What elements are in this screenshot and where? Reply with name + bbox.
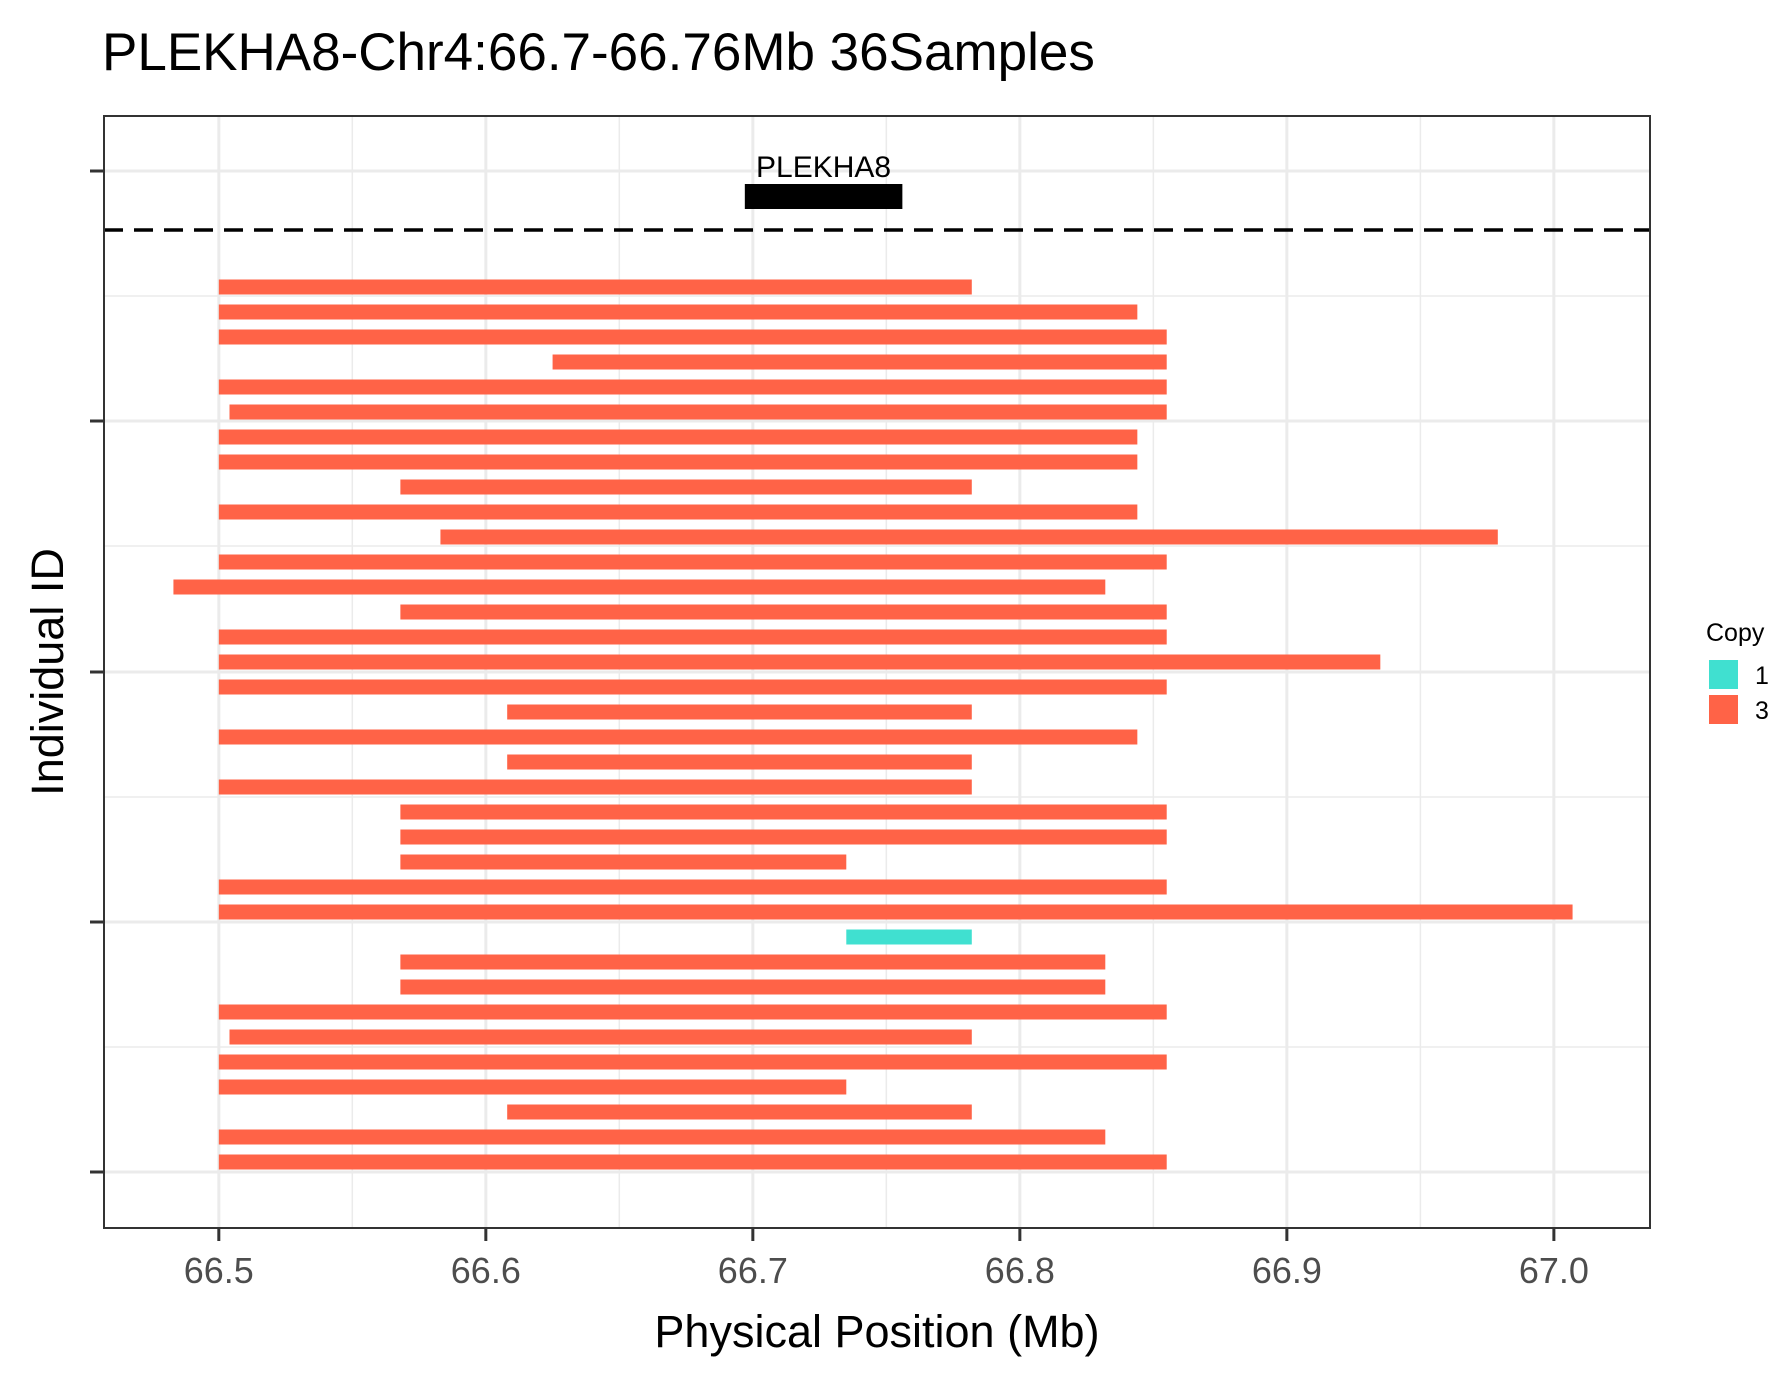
cnv-segment-bar [218,279,972,295]
x-tick-label: 66.6 [451,1250,521,1291]
cnv-segment-bar [218,879,1167,895]
cnv-segment-bar [218,904,1573,920]
cnv-segment-bar [218,504,1138,520]
cnv-segment-bar [218,779,972,795]
cnv-segment-bar [218,1154,1167,1170]
chart-title: PLEKHA8-Chr4:66.7-66.76Mb 36Samples [102,23,1095,82]
grid-lines [104,116,1650,1228]
legend-swatch [1709,660,1738,689]
cnv-segments [173,279,1573,1170]
cnv-segment-bar [400,479,972,495]
cnv-segment-bar [400,804,1167,820]
legend-label: 1 [1755,662,1769,690]
cnv-segment-bar [507,1104,972,1120]
gene-track: PLEKHA8 [744,151,903,209]
cnv-segment-bar [218,329,1167,345]
cnv-segment-bar [218,1004,1167,1020]
cnv-segment-bar [507,704,972,720]
cnv-segment-bar [218,629,1167,645]
cnv-segment-bar [400,854,847,870]
cnv-segment-bar [218,1054,1167,1070]
cnv-segment-bar [218,654,1381,670]
cnv-segment-bar [552,354,1167,370]
cnv-segment-bar [400,829,1167,845]
x-tick-label: 66.7 [718,1250,788,1291]
cnv-segment-bar [173,579,1106,595]
cnv-segment-bar [440,529,1498,545]
cnv-segment-bar [229,404,1167,420]
plot-panel-border [103,115,1651,1229]
legend: Copy 1 3 [1706,619,1769,725]
y-axis-title: Individual ID [22,548,73,796]
cnv-segment-bar [218,679,1167,695]
x-tick-label: 66.8 [985,1250,1055,1291]
cnv-segment-bar [218,304,1138,320]
cnv-segment-bar [218,1079,847,1095]
x-tick-label: 66.9 [1252,1250,1322,1291]
legend-title: Copy [1706,619,1765,647]
cnv-segment-bar [218,554,1167,570]
cnv-segment-bar [400,979,1106,995]
x-axis-title: Physical Position (Mb) [654,1306,1099,1357]
cnv-segment-bar [218,1129,1106,1145]
cnv-segment-bar [400,954,1106,970]
cnv-segment-bar [507,754,972,770]
gene-bar [744,184,903,209]
cnv-segment-bar [218,379,1167,395]
cnv-segment-bar [400,604,1167,620]
x-tick-label: 67.0 [1519,1250,1589,1291]
y-axis-ticks [90,169,104,1174]
cnv-segment-bar [229,1029,972,1045]
cnv-segment-bar [218,429,1138,445]
x-axis: 66.5 66.6 66.7 66.8 66.9 67.0 [184,1228,1589,1291]
cnv-segment-bar [846,929,972,945]
gene-label: PLEKHA8 [756,151,891,184]
legend-swatch [1709,695,1738,724]
x-tick-label: 66.5 [184,1250,254,1291]
cnv-segment-bar [218,454,1138,470]
cnv-segment-bar [218,729,1138,745]
legend-label: 3 [1755,697,1769,725]
